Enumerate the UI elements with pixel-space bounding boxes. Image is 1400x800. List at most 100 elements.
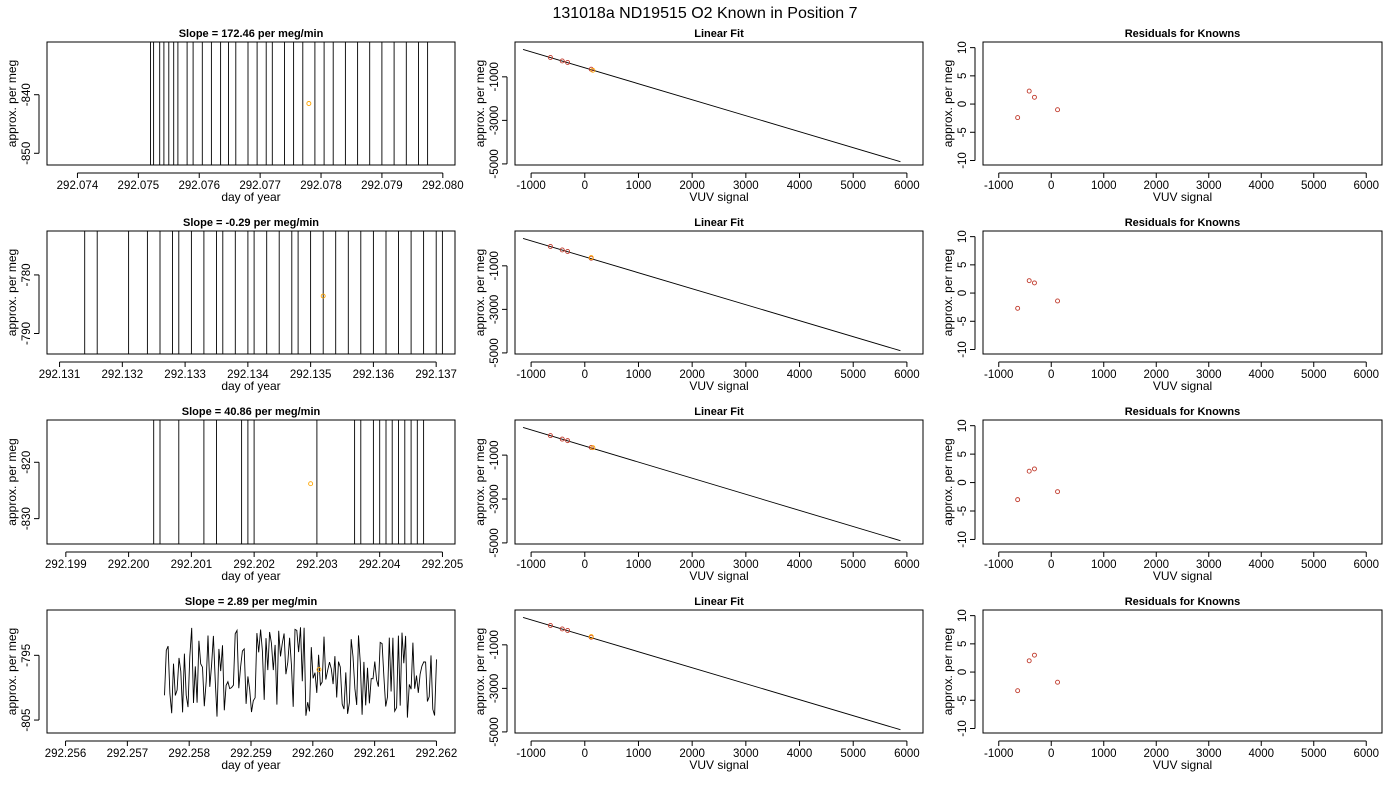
- panel-5-x-tick-label-3: 1000: [626, 369, 652, 381]
- panel-10-marks: [164, 627, 437, 718]
- panel-11-y-tick-label-2: -3000: [489, 674, 501, 703]
- panel-12-x-tick-label-6: 4000: [1248, 748, 1274, 760]
- panel-9-x-tick-label-3: 1000: [1091, 559, 1117, 571]
- panel-3-x-axis-label: VUV signal: [1153, 190, 1212, 204]
- panel-12-y-tick-label-5: 10: [957, 609, 969, 622]
- panel-6-x-tick-label-7: 5000: [1301, 369, 1327, 381]
- panel-12-y-tick-label-2: -5: [957, 695, 969, 705]
- panel-7-x-axis: 292.199 292.200 292.201 292.202 292.203 292.2…: [45, 551, 463, 583]
- panel-11-x-tick-label-8: 6000: [894, 748, 920, 760]
- panel-6-x-axis: -1000 0 1000 2000 3000 4000 5000 6000 VUV signal: [984, 361, 1379, 393]
- panel-11-plot-frame: [514, 609, 924, 734]
- panel-1-x-tick-label-4: 292.077: [239, 180, 281, 192]
- panel-1-x-tick-label-6: 292.079: [361, 180, 403, 192]
- panel-6-y-tick-label-1: -10: [957, 341, 969, 358]
- panel-12-title: Residuals for Knowns: [1125, 596, 1241, 608]
- panel-4-x-tick-label-2: 292.132: [102, 369, 144, 381]
- panel-2: -1000 0 1000 2000 3000 4000 5000 6000 VUV signal…: [473, 28, 924, 204]
- panel-4-x-tick-label-6: 292.136: [353, 369, 395, 381]
- panel-6-point-1: [1015, 305, 1021, 311]
- panel-8-x-tick-label-6: 4000: [787, 559, 813, 571]
- panel-1-x-tick-label-2: 292.075: [118, 180, 160, 192]
- panel-5-x-tick-label-7: 5000: [840, 369, 866, 381]
- panel-5-x-tick-label-4: 2000: [679, 369, 705, 381]
- panel-2-plot-frame: [514, 41, 924, 166]
- panel-6-y-axis-label: approx. per meg: [941, 249, 955, 336]
- panel-1-x-tick-label-7: 292.080: [422, 180, 464, 192]
- panel-2-x-axis: -1000 0 1000 2000 3000 4000 5000 6000 VUV signal: [516, 172, 920, 204]
- panel-1: 292.074 292.075 292.076 292.077 292.078 292.0…: [5, 28, 464, 204]
- panel-4-y-tick-label-2: -780: [21, 263, 33, 286]
- panel-4-x-tick-label-5: 292.135: [290, 369, 332, 381]
- panel-6-x-axis-label: VUV signal: [1153, 379, 1212, 393]
- panel-4-title: Slope = -0.29 per meg/min: [183, 217, 319, 229]
- panel-9-x-axis-label: VUV signal: [1153, 569, 1212, 583]
- panel-7-x-tick-label-1: 292.199: [45, 559, 87, 571]
- panel-6-title: Residuals for Knowns: [1125, 217, 1241, 229]
- panel-3-plot-frame: [982, 41, 1383, 166]
- panel-5-x-tick-label-8: 6000: [894, 369, 920, 381]
- panel-3-x-tick-label-8: 6000: [1353, 180, 1379, 192]
- panel-10-x-tick-label-6: 292.261: [354, 748, 396, 760]
- panel-3-point-3: [1031, 94, 1037, 100]
- panel-9-x-tick-label-7: 5000: [1301, 559, 1327, 571]
- panel-8-x-tick-label-4: 2000: [679, 559, 705, 571]
- panel-10: 292.256 292.257 292.258 292.259 292.260 292.2…: [5, 596, 457, 772]
- panel-1-marks: [150, 42, 429, 165]
- panel-6-x-tick-label-3: 1000: [1091, 369, 1117, 381]
- panel-6-x-tick-label-2: 0: [1048, 369, 1054, 381]
- panel-7-marks: [153, 420, 425, 544]
- panel-2-marks: [522, 48, 901, 163]
- panel-12-x-tick-label-3: 1000: [1091, 748, 1117, 760]
- panel-9-x-tick-label-8: 6000: [1353, 559, 1379, 571]
- panel-10-x-tick-label-7: 292.262: [416, 748, 458, 760]
- panel-6-x-tick-label-8: 6000: [1353, 369, 1379, 381]
- panel-9-x-axis: -1000 0 1000 2000 3000 4000 5000 6000 VUV signal: [984, 551, 1379, 583]
- panel-6-y-tick-label-2: -5: [957, 316, 969, 326]
- panel-5-point-2: [559, 247, 565, 253]
- panel-11-x-axis-label: VUV signal: [689, 758, 748, 772]
- panel-2-point-3: [565, 60, 571, 65]
- panel-6-marks: [1015, 278, 1061, 311]
- panel-11: -1000 0 1000 2000 3000 4000 5000 6000 VUV signal…: [473, 596, 924, 772]
- panel-3-y-tick-label-5: 10: [957, 41, 969, 54]
- panel-6-x-tick-label-5: 3000: [1196, 369, 1222, 381]
- panel-12-x-tick-label-7: 5000: [1301, 748, 1327, 760]
- panel-3-x-axis: -1000 0 1000 2000 3000 4000 5000 6000 VUV signal: [984, 172, 1379, 204]
- panel-6-point-2: [1026, 278, 1032, 284]
- panel-12-point-2: [1026, 658, 1032, 664]
- panel-12-x-tick-label-2: 0: [1048, 748, 1054, 760]
- panel-5-marks: [522, 237, 901, 352]
- panel-5-x-tick-label-1: -1000: [516, 369, 545, 381]
- panel-8-marks: [522, 427, 901, 542]
- panel-5-point-3: [565, 249, 571, 254]
- panel-9-x-tick-label-5: 3000: [1196, 559, 1222, 571]
- panel-9-x-tick-label-1: -1000: [984, 559, 1013, 571]
- panel-5-y-tick-label-2: -3000: [489, 295, 501, 324]
- panel-8-known-point-1: [590, 445, 596, 451]
- panel-10-y-tick-label-1: -805: [21, 709, 33, 732]
- panel-4-x-tick-label-3: 292.133: [164, 369, 206, 381]
- panel-12-y-tick-label-1: -10: [957, 720, 969, 737]
- panel-2-y-tick-label-1: -5000: [489, 149, 501, 178]
- panel-10-title: Slope = 2.89 per meg/min: [185, 596, 318, 608]
- panel-7-title: Slope = 40.86 per meg/min: [182, 406, 321, 418]
- panel-3: -1000 0 1000 2000 3000 4000 5000 6000 VUV signal…: [941, 28, 1383, 204]
- panel-8: -1000 0 1000 2000 3000 4000 5000 6000 VUV signal…: [473, 406, 924, 583]
- panel-8-y-tick-label-2: -3000: [489, 484, 501, 513]
- panel-12-point-1: [1015, 688, 1021, 694]
- panel-4-x-tick-label-1: 292.131: [39, 369, 81, 381]
- panel-3-x-tick-label-6: 4000: [1248, 180, 1274, 192]
- panel-7: 292.199 292.200 292.201 292.202 292.203 292.2…: [5, 406, 463, 583]
- panel-4-x-axis-label: day of year: [221, 379, 280, 393]
- panel-11-fit-line: [522, 616, 901, 731]
- panel-2-x-tick-label-8: 6000: [894, 180, 920, 192]
- panel-9-point-1: [1015, 497, 1021, 503]
- panel-6-x-tick-label-4: 2000: [1143, 369, 1169, 381]
